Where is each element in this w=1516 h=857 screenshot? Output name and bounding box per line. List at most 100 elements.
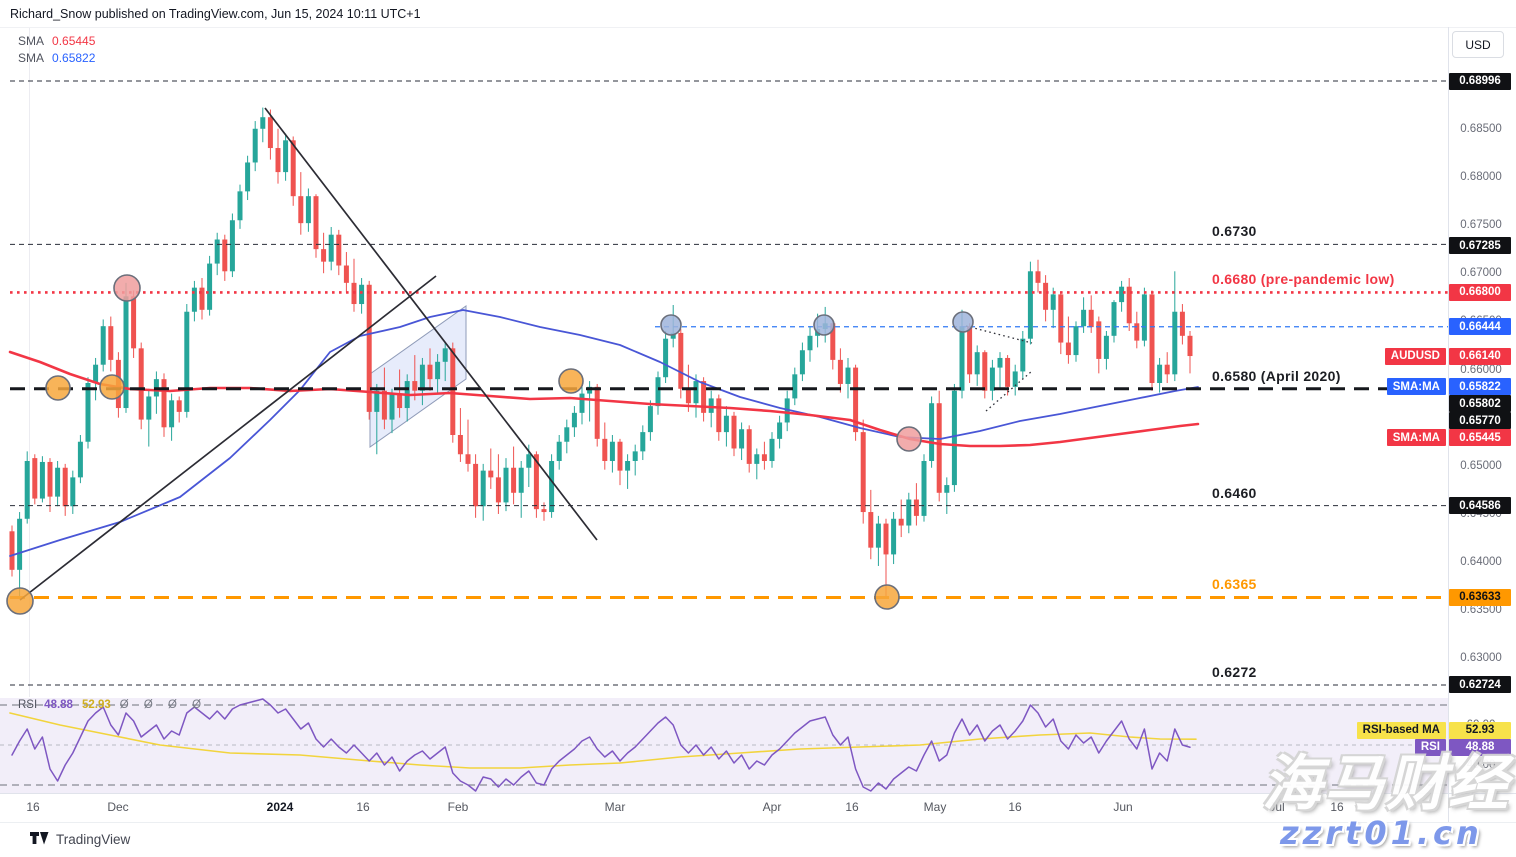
candle-body [602, 438, 608, 461]
candle-body [457, 434, 463, 455]
pennant-dotted-line[interactable] [965, 325, 1033, 344]
candle-body [1096, 321, 1102, 359]
candle-body [1020, 338, 1026, 372]
candle-body [298, 196, 304, 224]
candle-body [108, 326, 114, 360]
candle-body [55, 467, 61, 497]
candle-body [1164, 364, 1170, 375]
level-annotation-text: 0.6272 [1212, 663, 1257, 680]
sma-slow-value: 0.65445 [52, 34, 96, 48]
pennant-dotted-line[interactable] [985, 370, 1033, 412]
candle-body [533, 454, 539, 510]
rsi-axis-tag-rsi-based-ma: RSI-based MA [1356, 721, 1446, 739]
candle-body [419, 364, 425, 391]
candle-body [100, 326, 106, 365]
candle-body [412, 381, 418, 391]
candle-body [754, 454, 760, 464]
candle-body [374, 390, 380, 412]
publication-title: Richard_Snow published on TradingView.co… [10, 7, 421, 21]
candle-body [305, 196, 311, 224]
candle-body [1179, 311, 1185, 336]
rsi-axis-label: 40.00 [1466, 759, 1496, 771]
candle-body [511, 467, 517, 493]
header-divider [0, 27, 1516, 28]
event-circle-marker-blue[interactable] [952, 311, 974, 333]
chart-bottom-border [0, 822, 1516, 823]
rsi-legend[interactable]: RSI 48.88 52.93 Ø Ø Ø Ø [18, 699, 207, 711]
rsi-ma-line [9, 712, 1197, 769]
time-axis-tick: 16 [26, 800, 40, 814]
candle-body [473, 463, 479, 507]
candle-body [229, 220, 235, 272]
rsi-label: RSI [18, 699, 38, 711]
price-axis-label-highlight: 0.66140 [1449, 347, 1511, 365]
candle-body [1035, 271, 1041, 283]
watermark-url: zzrt01.cn [1280, 814, 1483, 852]
candle-body [1103, 335, 1109, 359]
time-axis-tick: 16 [1330, 800, 1344, 814]
candle-body [427, 364, 433, 380]
candle-body [792, 374, 798, 399]
event-circle-marker-pink[interactable] [896, 426, 922, 452]
candle-body [777, 422, 783, 439]
candle-body [678, 332, 684, 389]
candle-body [609, 441, 615, 461]
candle-body [47, 461, 53, 497]
level-annotation-text: 0.6730 [1212, 223, 1257, 240]
candle-body [579, 393, 585, 413]
candle-body [708, 398, 714, 413]
event-circle-marker-orange[interactable] [45, 375, 71, 401]
candle-body [1111, 302, 1117, 336]
candle-body [450, 348, 456, 435]
candle-body [17, 518, 23, 570]
candle-body [799, 350, 805, 375]
candle-body [951, 390, 957, 486]
price-axis-tag-smama: SMA:MA [1386, 378, 1446, 396]
candle-body [982, 352, 988, 391]
candle-body [93, 364, 99, 383]
candle-body [1073, 326, 1079, 356]
candle-body [488, 470, 494, 478]
time-axis-tick: Dec [107, 800, 129, 814]
event-circle-marker-pink[interactable] [113, 274, 141, 302]
candle-body [632, 451, 638, 461]
candle-body [77, 441, 83, 478]
level-annotation-text: 0.6580 (April 2020) [1212, 367, 1341, 384]
candle-body [169, 400, 175, 428]
candle-body [1187, 335, 1193, 357]
price-axis-label-highlight: 0.66444 [1449, 318, 1511, 336]
currency-toggle-button[interactable]: USD [1452, 31, 1504, 58]
event-circle-marker-blue[interactable] [660, 314, 682, 336]
event-circle-marker-orange[interactable] [6, 587, 34, 615]
candle-body [617, 441, 623, 471]
event-circle-marker-blue[interactable] [813, 314, 835, 336]
candle-body [541, 509, 547, 513]
candle-body [214, 239, 220, 264]
candle-body [655, 377, 661, 407]
trendline-drawing[interactable] [264, 107, 598, 541]
candle-body [1172, 311, 1178, 375]
candle-body [875, 523, 881, 548]
event-circle-marker-orange[interactable] [99, 374, 125, 400]
candle-body [9, 531, 15, 570]
price-axis-label-highlight: 0.65822 [1449, 378, 1511, 396]
candle-body [328, 234, 334, 262]
event-circle-marker-orange[interactable] [558, 368, 584, 394]
candle-body [39, 461, 45, 499]
trendline-drawing[interactable] [19, 275, 437, 601]
watermark-chinese: 海马财经 [1262, 749, 1510, 819]
rsi-ma-value: 52.93 [81, 699, 111, 711]
sma-fast-legend-row[interactable]: SMA 0.65822 [18, 50, 95, 67]
candle-body [921, 460, 927, 516]
sma-fast-label: SMA [18, 51, 45, 65]
event-circle-marker-orange[interactable] [874, 584, 900, 610]
price-axis-label: 0.64000 [1460, 556, 1502, 569]
candle-body [518, 467, 524, 493]
price-axis-label: 0.68500 [1460, 122, 1502, 135]
sma-slow-legend-row[interactable]: SMA 0.65445 [18, 33, 95, 50]
sma-fast-line [9, 309, 1199, 557]
tradingview-footer-link[interactable]: TradingView [30, 831, 130, 847]
price-axis-label: 0.68000 [1460, 170, 1502, 183]
